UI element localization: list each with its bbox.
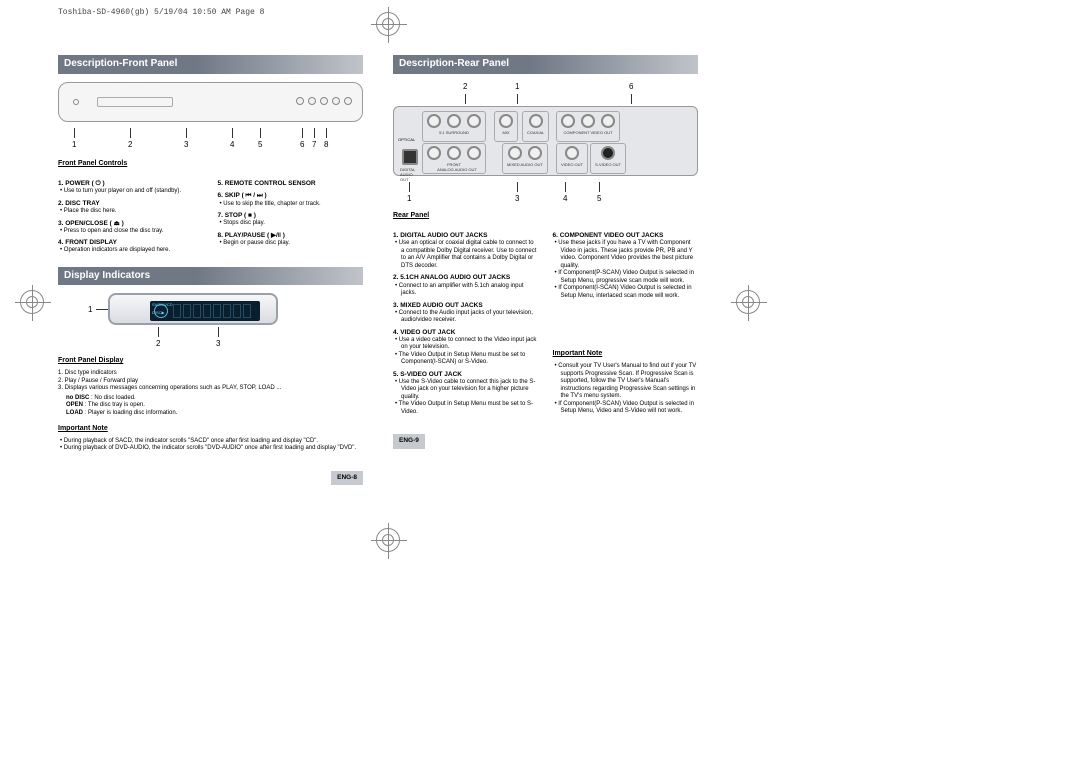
reg-mark-right <box>736 290 760 314</box>
page-right: Description-Rear Panel 2 1 6 5.1 SURROUN… <box>393 55 698 485</box>
front-panel-diagram <box>58 82 363 122</box>
lcd-panel: SVCD/VCD DISC▶ <box>150 301 260 321</box>
front-controls-columns: 1. POWER ( ⏻ )Use to turn your player on… <box>58 176 363 255</box>
display-diagram: SVCD/VCD DISC▶ <box>108 293 278 325</box>
spread: Description-Front Panel 1 2 <box>58 55 698 485</box>
display-diagram-wrap: 1 SVCD/VCD DISC▶ 2 3 <box>58 293 363 351</box>
page-number-left: ENG-8 <box>331 471 363 485</box>
display-defs: no DISC : No disc loaded.OPEN : The disc… <box>58 395 363 418</box>
rear-col1: 1. DIGITAL AUDIO OUT JACKSUse an optical… <box>393 228 539 416</box>
page-num-left-wrap: ENG-8 <box>58 463 363 485</box>
disc-tray-slot <box>97 97 173 107</box>
right-notes: Consult your TV User's Manual to find ou… <box>553 363 699 416</box>
front-display-heading: Front Panel Display <box>58 357 363 366</box>
page-left: Description-Front Panel 1 2 <box>58 55 363 485</box>
front-controls-heading: Front Panel Controls <box>58 160 363 169</box>
rear-col2: 6. COMPONENT VIDEO OUT JACKSUse these ja… <box>553 228 699 416</box>
reg-mark-bottom <box>376 528 400 552</box>
section-front-panel: Description-Front Panel <box>58 55 363 74</box>
section-rear-panel: Description-Rear Panel <box>393 55 698 74</box>
right-note-heading: Important Note <box>553 350 699 359</box>
rear-heading: Rear Panel <box>393 212 698 221</box>
rear-columns: 1. DIGITAL AUDIO OUT JACKSUse an optical… <box>393 228 698 416</box>
left-notes: During playback of SACD, the indicator s… <box>58 438 363 453</box>
rear-bottom-callouts: 1 3 4 5 <box>393 182 698 206</box>
page-num-right-wrap: ENG-9 <box>393 426 698 448</box>
rear-panel-diagram: 5.1 SURROUND MIX COAXIAL COMPONENT VIDEO… <box>393 106 698 176</box>
optical-jack <box>402 149 418 165</box>
front-callouts: 1 2 3 4 5 6 7 8 <box>58 128 363 154</box>
display-items: 1. Disc type indicators2. Play / Pause /… <box>58 370 363 393</box>
left-note-heading: Important Note <box>58 425 363 434</box>
rear-top-callouts: 2 1 6 <box>393 82 698 100</box>
page-number-right: ENG-9 <box>393 434 425 448</box>
doc-header: Toshiba-SD-4960(gb) 5/19/04 10:50 AM Pag… <box>58 8 264 17</box>
front-controls-col1: 1. POWER ( ⏻ )Use to turn your player on… <box>58 176 204 255</box>
section-display-indicators: Display Indicators <box>58 267 363 286</box>
reg-mark-left <box>20 290 44 314</box>
front-controls-col2: 5. REMOTE CONTROL SENSOR6. SKIP ( ⏮ / ⏭ … <box>218 176 364 255</box>
reg-mark-top <box>376 12 400 36</box>
